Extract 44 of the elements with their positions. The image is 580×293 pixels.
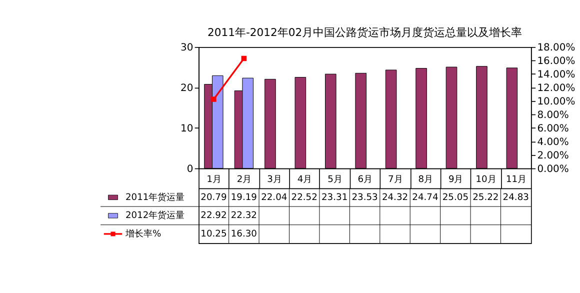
y-tick-label: 10 <box>180 124 194 135</box>
data-label: 22.04 <box>261 192 288 203</box>
x-tick-label: 2月 <box>236 175 252 186</box>
data-label: 23.31 <box>322 192 348 203</box>
x-tick-label: 7月 <box>388 175 403 186</box>
y2-tick-label: 8.00% <box>537 110 569 122</box>
y-tick-label: 20 <box>180 83 194 94</box>
y-tick-label: 30 <box>180 42 194 54</box>
y-tick-label: 0 <box>186 164 194 176</box>
y2-tick-label: 10.00% <box>537 96 576 108</box>
y2-tick-label: 18.00% <box>537 42 576 54</box>
legend-label: 2012年货运量 <box>125 210 185 222</box>
data-label: 20.79 <box>200 192 227 203</box>
data-label: 25.22 <box>472 192 499 203</box>
data-label: 22.52 <box>291 192 318 203</box>
data-label: 22.32 <box>230 211 257 222</box>
legend-label: 增长率% <box>124 228 162 240</box>
data-label: 19.19 <box>230 192 258 203</box>
data-label: 16.30 <box>230 229 258 240</box>
x-tick-label: 3月 <box>267 175 282 186</box>
y2-tick-label: 2.00% <box>537 150 569 162</box>
data-label: 23.53 <box>352 192 378 203</box>
data-label: 24.83 <box>502 192 530 203</box>
x-tick-label: 4月 <box>297 175 312 186</box>
x-tick-label: 10月 <box>476 175 496 186</box>
y2-tick-label: 6.00% <box>537 124 569 135</box>
data-label: 24.32 <box>382 192 408 203</box>
x-tick-label: 9月 <box>448 175 464 186</box>
y2-tick-label: 12.00% <box>537 83 576 94</box>
x-tick-label: 11月 <box>506 175 527 186</box>
x-tick-label: 1月 <box>206 175 222 186</box>
data-label: 25.05 <box>442 192 469 203</box>
chart-title: 2011年-2012年02月中国公路货运市场月度货运总量以及增长率 <box>207 26 522 40</box>
legend-label: 2011年货运量 <box>125 192 185 203</box>
data-label: 22.92 <box>200 211 227 222</box>
y2-tick-label: 16.00% <box>537 56 576 68</box>
data-label: 24.74 <box>412 192 438 203</box>
x-tick-label: 8月 <box>418 175 434 186</box>
x-tick-label: 6月 <box>358 175 373 186</box>
y2-tick-label: 0.00% <box>537 164 569 176</box>
x-tick-label: 5月 <box>328 175 342 186</box>
data-label: 10.25 <box>200 229 227 240</box>
y2-tick-label: 4.00% <box>537 137 569 148</box>
y2-tick-label: 14.00% <box>537 70 576 81</box>
